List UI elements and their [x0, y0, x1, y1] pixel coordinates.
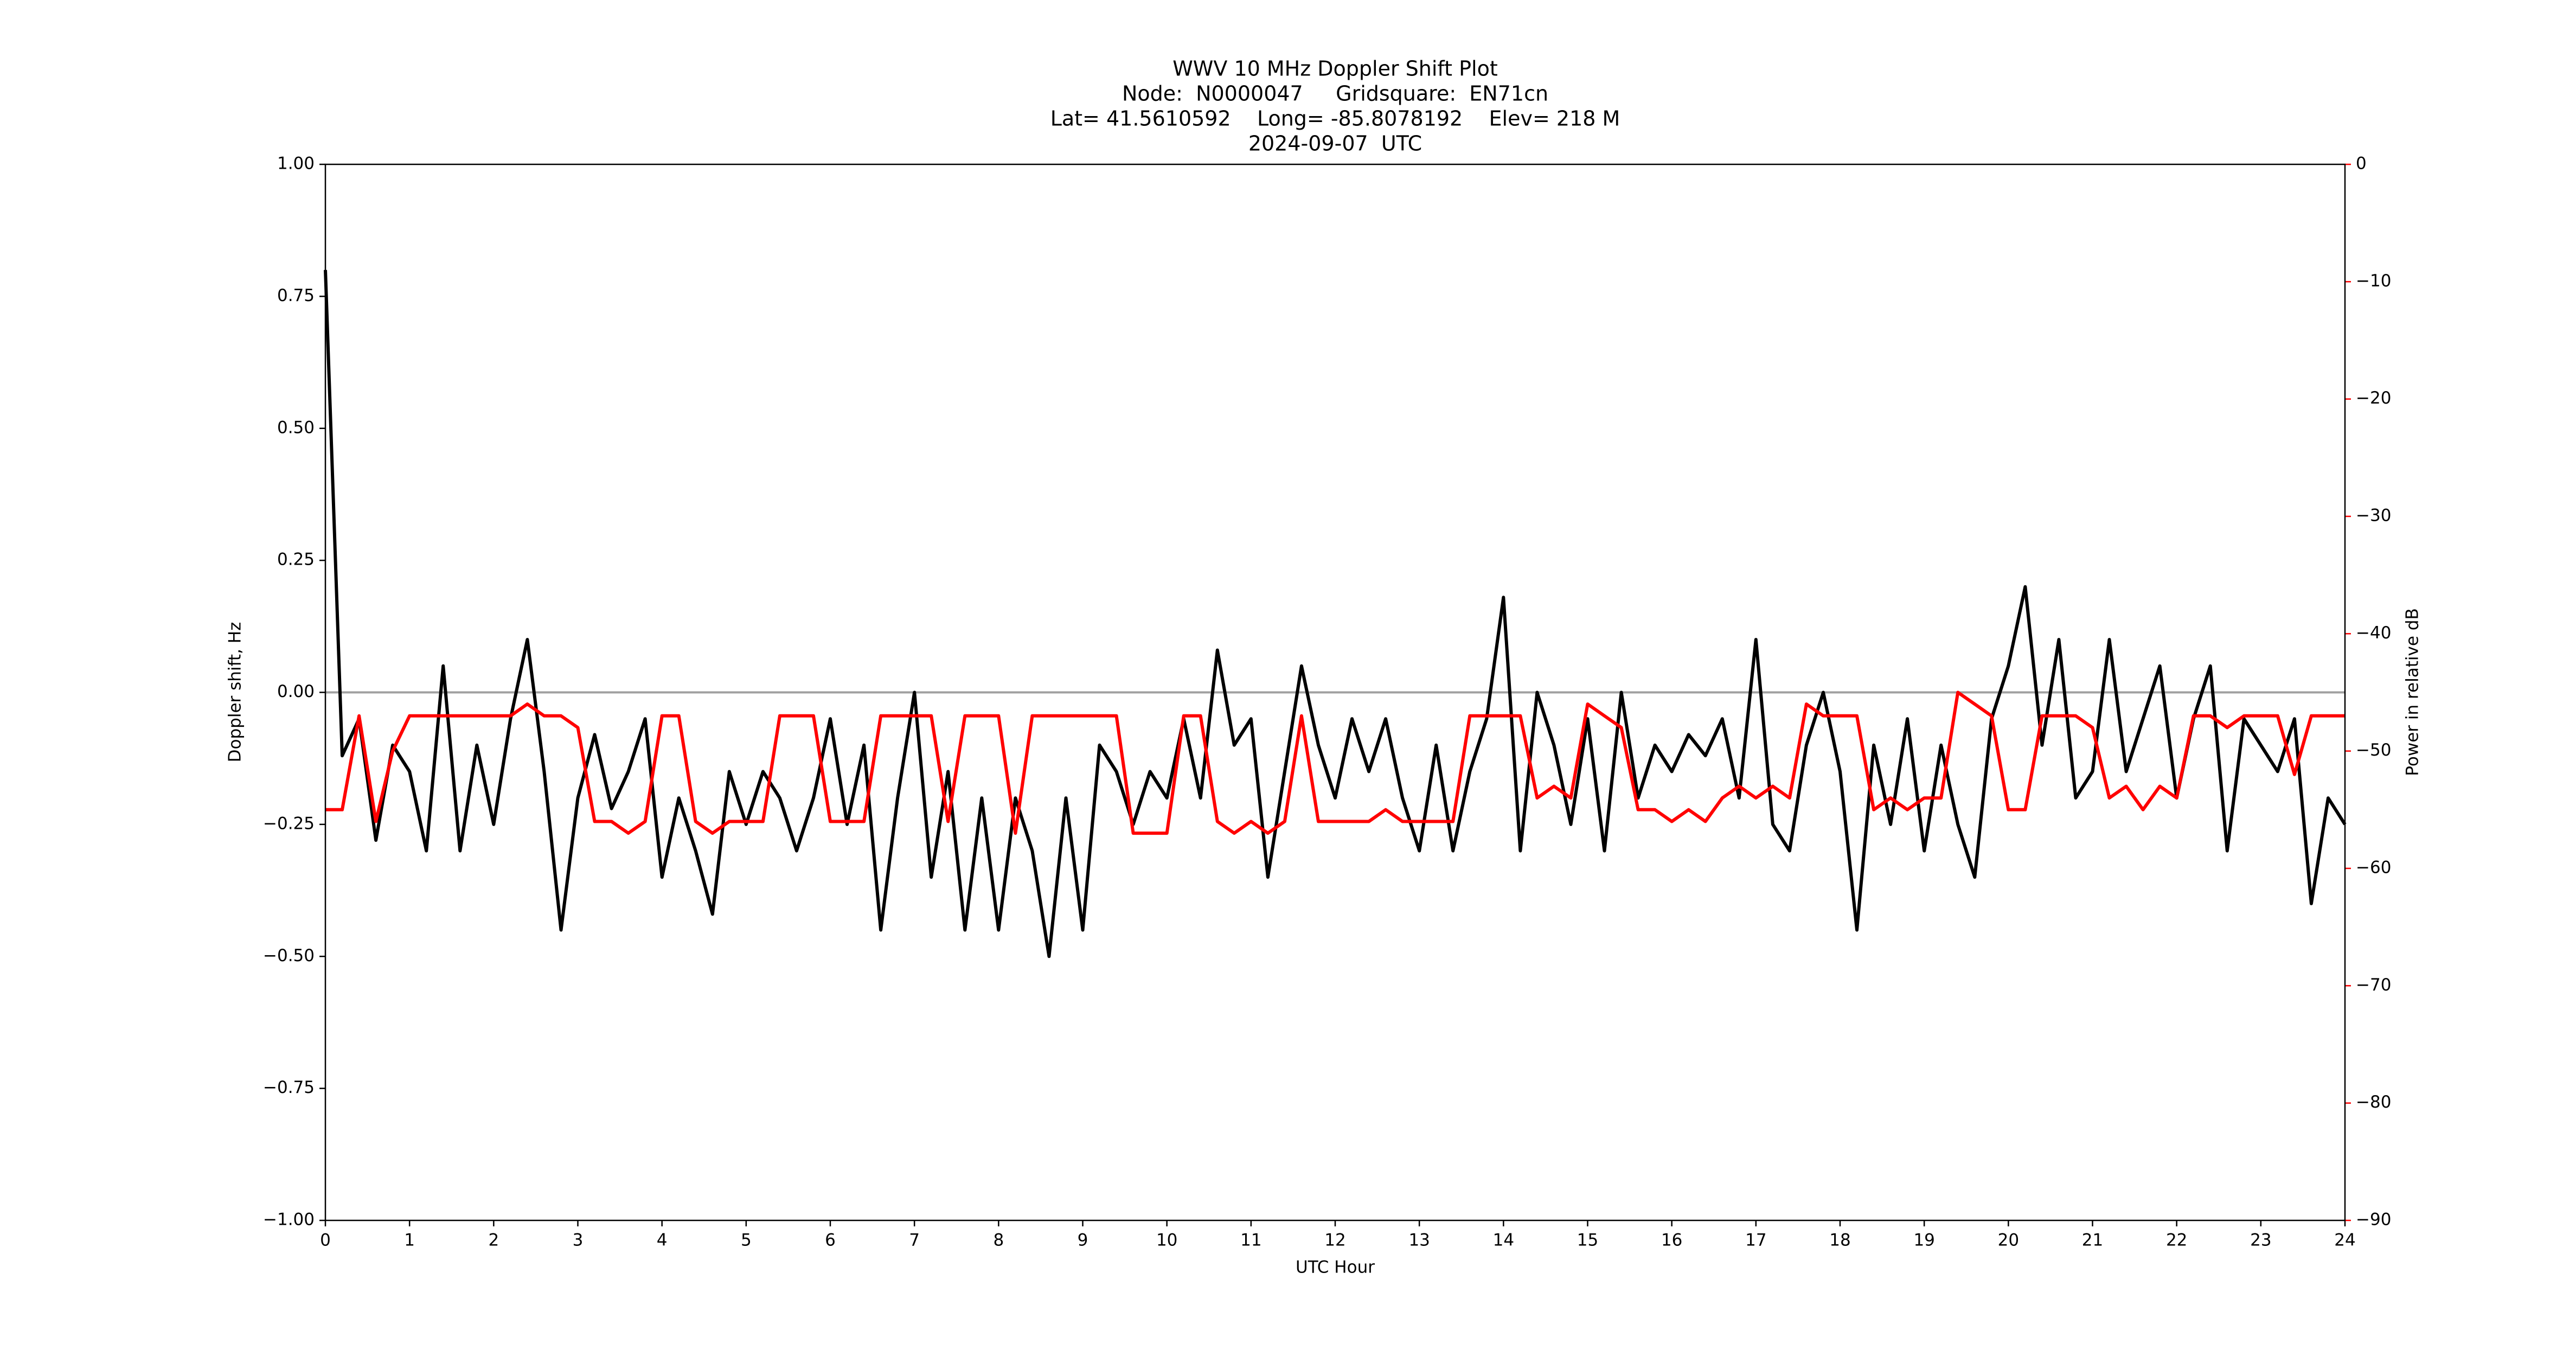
- x-axis-label: UTC Hour: [1296, 1258, 1375, 1277]
- y2-tick-label: 0: [2356, 154, 2367, 174]
- x-tick-label: 20: [1998, 1231, 2019, 1250]
- data-line: [325, 690, 2345, 835]
- x-tick-label: 14: [1493, 1231, 1514, 1250]
- x-tick-label: 15: [1577, 1231, 1598, 1250]
- x-tick-label: 12: [1324, 1231, 1345, 1250]
- y2-tick-label: −80: [2356, 1092, 2391, 1112]
- y-tick-label: 0.75: [277, 286, 315, 305]
- y-tick-label: 1.00: [277, 154, 315, 174]
- x-tick-label: 19: [1913, 1231, 1934, 1250]
- x-tick-label: 2: [488, 1231, 499, 1250]
- x-tick-label: 4: [657, 1231, 668, 1250]
- y2-tick-label: −20: [2356, 388, 2391, 408]
- x-tick-label: 8: [993, 1231, 1004, 1250]
- chart-subtitle: Lat= 41.5610592 Long= -85.8078192 Elev= …: [1050, 107, 1620, 131]
- y-tick-label: −0.50: [263, 946, 315, 965]
- y-axis-label: Doppler shift, Hz: [226, 622, 245, 763]
- x-tick-label: 11: [1240, 1231, 1261, 1250]
- x-tick-label: 9: [1078, 1231, 1088, 1250]
- x-tick-label: 0: [320, 1231, 331, 1250]
- x-tick-label: 10: [1156, 1231, 1177, 1250]
- x-tick-label: 5: [741, 1231, 752, 1250]
- y-tick-label: −0.25: [263, 814, 315, 833]
- plot-frame: [324, 163, 2346, 1221]
- chart-subtitle: 2024-09-07 UTC: [1248, 132, 1422, 156]
- y-tick-label: 0.50: [277, 418, 315, 437]
- y2-tick-label: −10: [2356, 271, 2391, 291]
- x-tick-label: 6: [825, 1231, 836, 1250]
- y2-tick-label: −30: [2356, 506, 2391, 526]
- chart-subtitle: Node: N0000047 Gridsquare: EN71cn: [1122, 82, 1548, 106]
- x-tick-label: 23: [2250, 1231, 2271, 1250]
- y2-tick-label: −90: [2356, 1210, 2391, 1230]
- y2-tick-label: −60: [2356, 858, 2391, 878]
- y2-tick-label: −70: [2356, 975, 2391, 995]
- chart-title: WWV 10 MHz Doppler Shift Plot: [1172, 57, 1498, 81]
- y2-axis-label: Power in relative dB: [2403, 608, 2423, 776]
- y-tick-label: −1.00: [263, 1210, 315, 1230]
- y-tick-label: −0.75: [263, 1078, 315, 1097]
- x-tick-label: 21: [2082, 1231, 2103, 1250]
- x-tick-label: 24: [2334, 1231, 2355, 1250]
- x-tick-label: 16: [1661, 1231, 1682, 1250]
- y2-tick-label: −50: [2356, 740, 2391, 760]
- x-tick-label: 1: [404, 1231, 415, 1250]
- x-tick-label: 3: [573, 1231, 584, 1250]
- y2-tick-label: −40: [2356, 623, 2391, 643]
- data-line: [324, 270, 2347, 958]
- x-tick-label: 18: [1829, 1231, 1850, 1250]
- x-tick-label: 17: [1745, 1231, 1766, 1250]
- y-tick-label: 0.00: [277, 682, 315, 701]
- x-tick-label: 13: [1408, 1231, 1430, 1250]
- x-tick-label: 7: [909, 1231, 920, 1250]
- y-tick-label: 0.25: [277, 550, 315, 570]
- x-tick-label: 22: [2166, 1231, 2187, 1250]
